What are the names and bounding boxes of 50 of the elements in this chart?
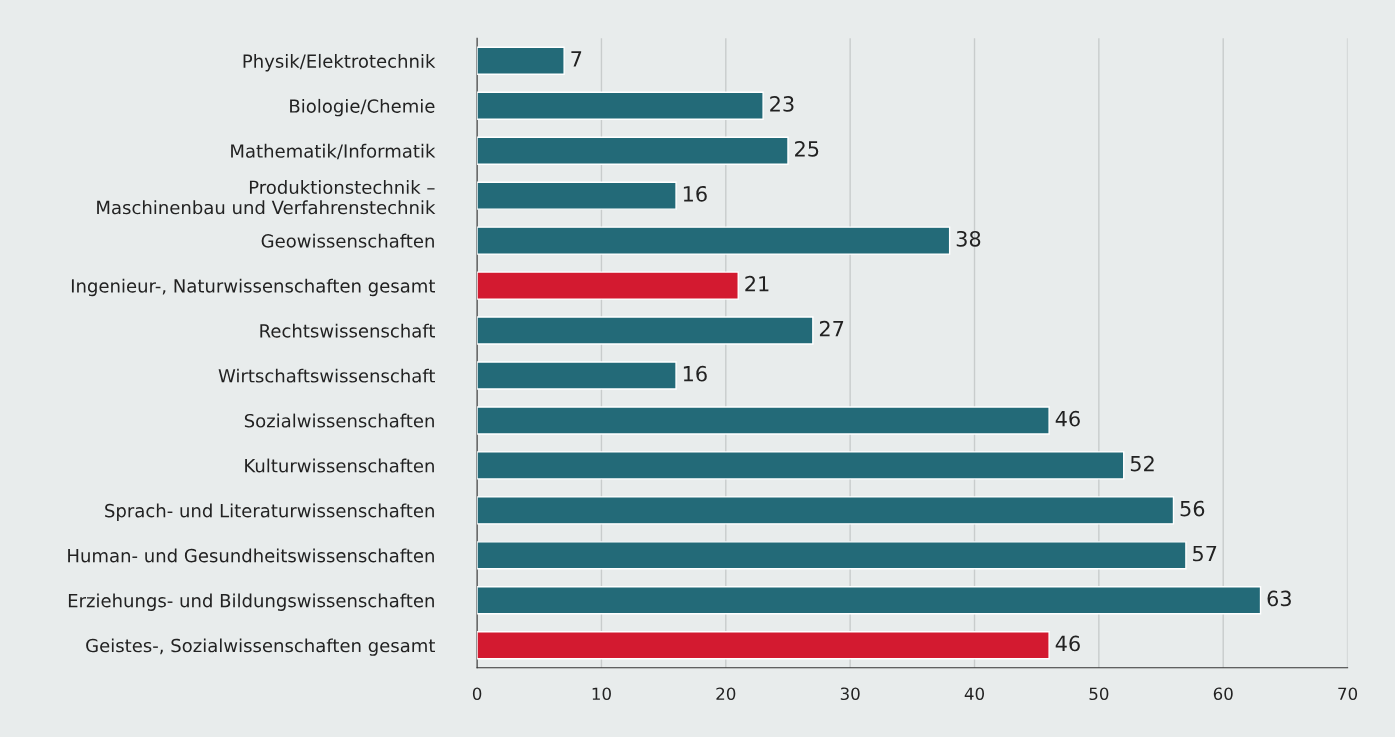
y-tick-label: Geowissenschaften	[261, 233, 434, 248]
data-label: 56	[1180, 500, 1205, 517]
y-tick-label: Kulturwissenschaften	[245, 458, 434, 473]
y-tick-label: Human- und Gesundheitswissenschaften	[68, 548, 434, 563]
bar	[477, 586, 1262, 615]
bar	[477, 46, 565, 75]
data-label: 52	[1130, 455, 1154, 472]
y-tick-label: Produktionstechnik – Maschinenbau und Verfahrenstechnik	[97, 180, 436, 215]
bar	[477, 361, 677, 390]
y-tick-label: Ingenieur-, Naturwissenschaften gesamt	[71, 278, 435, 297]
bar	[477, 271, 739, 300]
data-label: 38	[956, 230, 981, 247]
data-label: 25	[795, 141, 819, 157]
data-label: 16	[683, 365, 707, 382]
x-tick-label: 50	[1089, 687, 1109, 701]
x-tick-label: 0	[472, 687, 482, 701]
data-label: 46	[1055, 410, 1080, 427]
bar	[477, 226, 951, 255]
data-label: 46	[1055, 635, 1080, 652]
data-label: 16	[683, 185, 707, 202]
x-tick-label: 10	[592, 687, 611, 701]
y-tick-label: Sprach- und Literaturwissenschaften	[105, 503, 434, 521]
bar	[477, 496, 1175, 525]
bar	[477, 316, 814, 345]
y-tick-label: Geistes-, Sozialwissenschaften gesamt	[86, 638, 435, 656]
x-tick-label: 30	[840, 687, 860, 701]
y-tick-label: Mathematik/Informatik	[231, 143, 436, 160]
bar	[477, 451, 1125, 480]
data-label: 23	[770, 96, 794, 112]
data-label: 7	[571, 51, 582, 67]
bar	[477, 181, 677, 210]
bar	[477, 136, 789, 165]
y-tick-label: Physik/Elektrotechnik	[243, 53, 436, 72]
data-label: 57	[1193, 545, 1217, 562]
x-tick-label: 20	[716, 687, 736, 701]
bar	[477, 406, 1050, 435]
y-tick-label: Rechtswissenschaft	[260, 323, 435, 338]
x-tick-label: 60	[1213, 687, 1233, 701]
data-label: 21	[745, 275, 769, 292]
y-tick-label: Biologie/Chemie	[290, 98, 435, 117]
data-label: 63	[1267, 590, 1291, 607]
x-tick-label: 70	[1338, 687, 1358, 701]
y-tick-label: Erziehungs- und Bildungswissenschaften	[68, 593, 434, 611]
data-label: 27	[819, 320, 844, 337]
x-tick-label: 40	[964, 687, 984, 701]
y-tick-label: Sozialwissenschaften	[244, 413, 434, 428]
bar	[477, 541, 1187, 570]
bar	[477, 91, 764, 120]
bar	[477, 631, 1050, 660]
y-tick-label: Wirtschaftswissenschaft	[218, 368, 435, 383]
